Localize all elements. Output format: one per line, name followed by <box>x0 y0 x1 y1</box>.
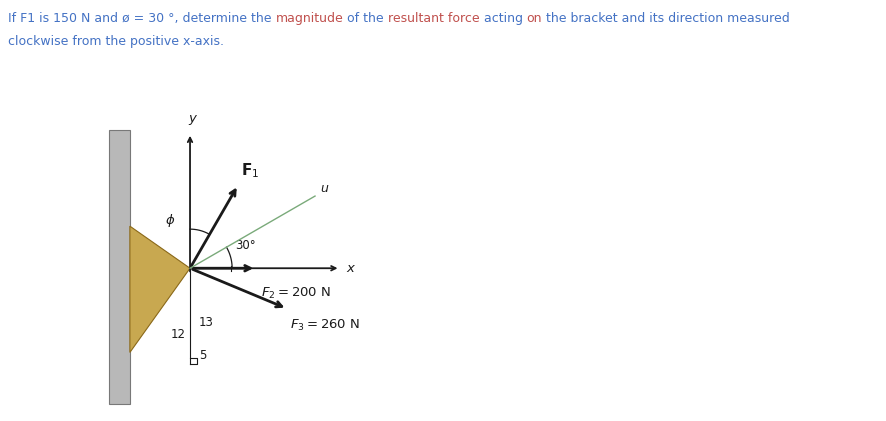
Text: $x$: $x$ <box>346 262 356 275</box>
Text: clockwise from the positive x-axis.: clockwise from the positive x-axis. <box>8 35 224 48</box>
Text: acting: acting <box>479 12 526 25</box>
Text: magnitude: magnitude <box>276 12 343 25</box>
Text: the bracket and its direction measured: the bracket and its direction measured <box>541 12 789 25</box>
Text: $u$: $u$ <box>319 181 329 195</box>
Text: $\mathbf{F}_1$: $\mathbf{F}_1$ <box>241 162 259 180</box>
Text: $\phi$: $\phi$ <box>165 212 175 229</box>
Polygon shape <box>129 226 190 352</box>
Text: on: on <box>526 12 541 25</box>
Text: If F1 is 150 N and ø = 30 °, determine the: If F1 is 150 N and ø = 30 °, determine t… <box>8 12 276 25</box>
Text: 5: 5 <box>198 349 206 362</box>
Text: 13: 13 <box>198 316 214 329</box>
Text: of the: of the <box>343 12 387 25</box>
Text: $y$: $y$ <box>188 113 198 127</box>
Text: resultant force: resultant force <box>387 12 479 25</box>
Text: 30°: 30° <box>235 239 255 252</box>
Text: $F_2 = 200\ \mathrm{N}$: $F_2 = 200\ \mathrm{N}$ <box>260 286 330 301</box>
Text: 12: 12 <box>170 328 185 341</box>
Text: $F_3 = 260\ \mathrm{N}$: $F_3 = 260\ \mathrm{N}$ <box>290 318 360 333</box>
Polygon shape <box>109 130 129 404</box>
